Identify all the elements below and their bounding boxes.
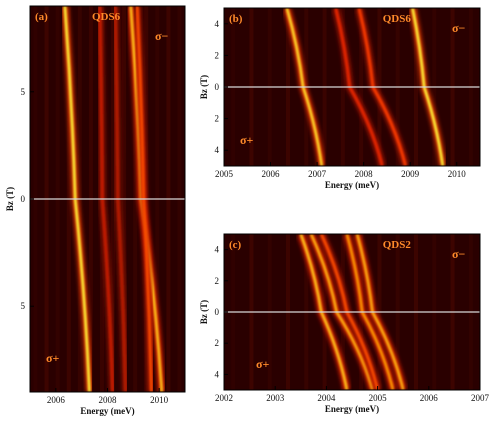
- y-tick-label: 5: [21, 301, 26, 311]
- panel-b: 2005 2006 2007 2008 2009 2010 4 2 0 2 4 Energy (meV…: [199, 7, 481, 190]
- x-tick-label: 2006: [262, 169, 281, 179]
- x-tick-label: 2008: [99, 395, 118, 405]
- y-tick-label: 4: [215, 19, 220, 29]
- y-tick-label: 0: [215, 82, 220, 92]
- y-tick-label: 4: [215, 145, 220, 155]
- panel-label: (c): [229, 239, 242, 251]
- y-tick-label: 2: [215, 50, 220, 60]
- x-tick-label: 2007: [308, 169, 327, 179]
- sample-label: QDS6: [383, 13, 412, 25]
- x-tick-label: 2010: [150, 395, 169, 405]
- y-tick-label: 2: [215, 276, 220, 286]
- y-tick-label: 4: [215, 369, 220, 379]
- x-tick-label: 2009: [401, 169, 420, 179]
- polarization-top-label: σ−: [452, 21, 466, 35]
- x-tick-label: 2008: [355, 169, 374, 179]
- x-tick-label: 2005: [215, 169, 234, 179]
- x-axis-title: Energy (meV): [325, 180, 379, 190]
- y-axis-title: Bz (T): [5, 187, 15, 211]
- x-tick-label: 2002: [215, 393, 233, 403]
- sample-label: QDS6: [92, 11, 121, 23]
- x-tick-label: 2003: [266, 393, 285, 403]
- x-tick-label: 2007: [471, 393, 490, 403]
- sample-label: QDS2: [383, 239, 412, 251]
- panel-a: 2006 2008 2010 5 0 5 Energy (meV) Bz (T) (a) QDS6…: [5, 5, 186, 416]
- panel-label: (a): [35, 11, 48, 23]
- x-tick-label: 2005: [369, 393, 388, 403]
- polarization-bottom-label: σ+: [46, 351, 60, 365]
- polarization-top-label: σ−: [155, 29, 169, 43]
- polarization-bottom-label: σ+: [256, 357, 270, 371]
- y-tick-label: 0: [215, 307, 220, 317]
- y-tick-label: 5: [21, 87, 26, 97]
- x-tick-label: 2006: [420, 393, 439, 403]
- x-tick-label: 2006: [47, 395, 66, 405]
- y-tick-label: 2: [215, 114, 220, 124]
- x-tick-label: 2010: [448, 169, 467, 179]
- y-tick-label: 0: [21, 194, 26, 204]
- polarization-bottom-label: σ+: [240, 133, 254, 147]
- x-axis-title: Energy (meV): [80, 406, 134, 416]
- y-axis-title: Bz (T): [199, 300, 209, 324]
- y-axis-title: Bz (T): [199, 75, 209, 99]
- x-tick-label: 2004: [317, 393, 336, 403]
- y-tick-label: 2: [215, 338, 220, 348]
- y-tick-label: 4: [215, 245, 220, 255]
- polarization-top-label: σ−: [452, 247, 466, 261]
- panel-c: 2002 2003 2004 2005 2006 2007 4 2 0 2 4 Energy (meV…: [199, 233, 490, 414]
- x-axis-title: Energy (meV): [325, 404, 379, 414]
- panel-label: (b): [229, 13, 243, 25]
